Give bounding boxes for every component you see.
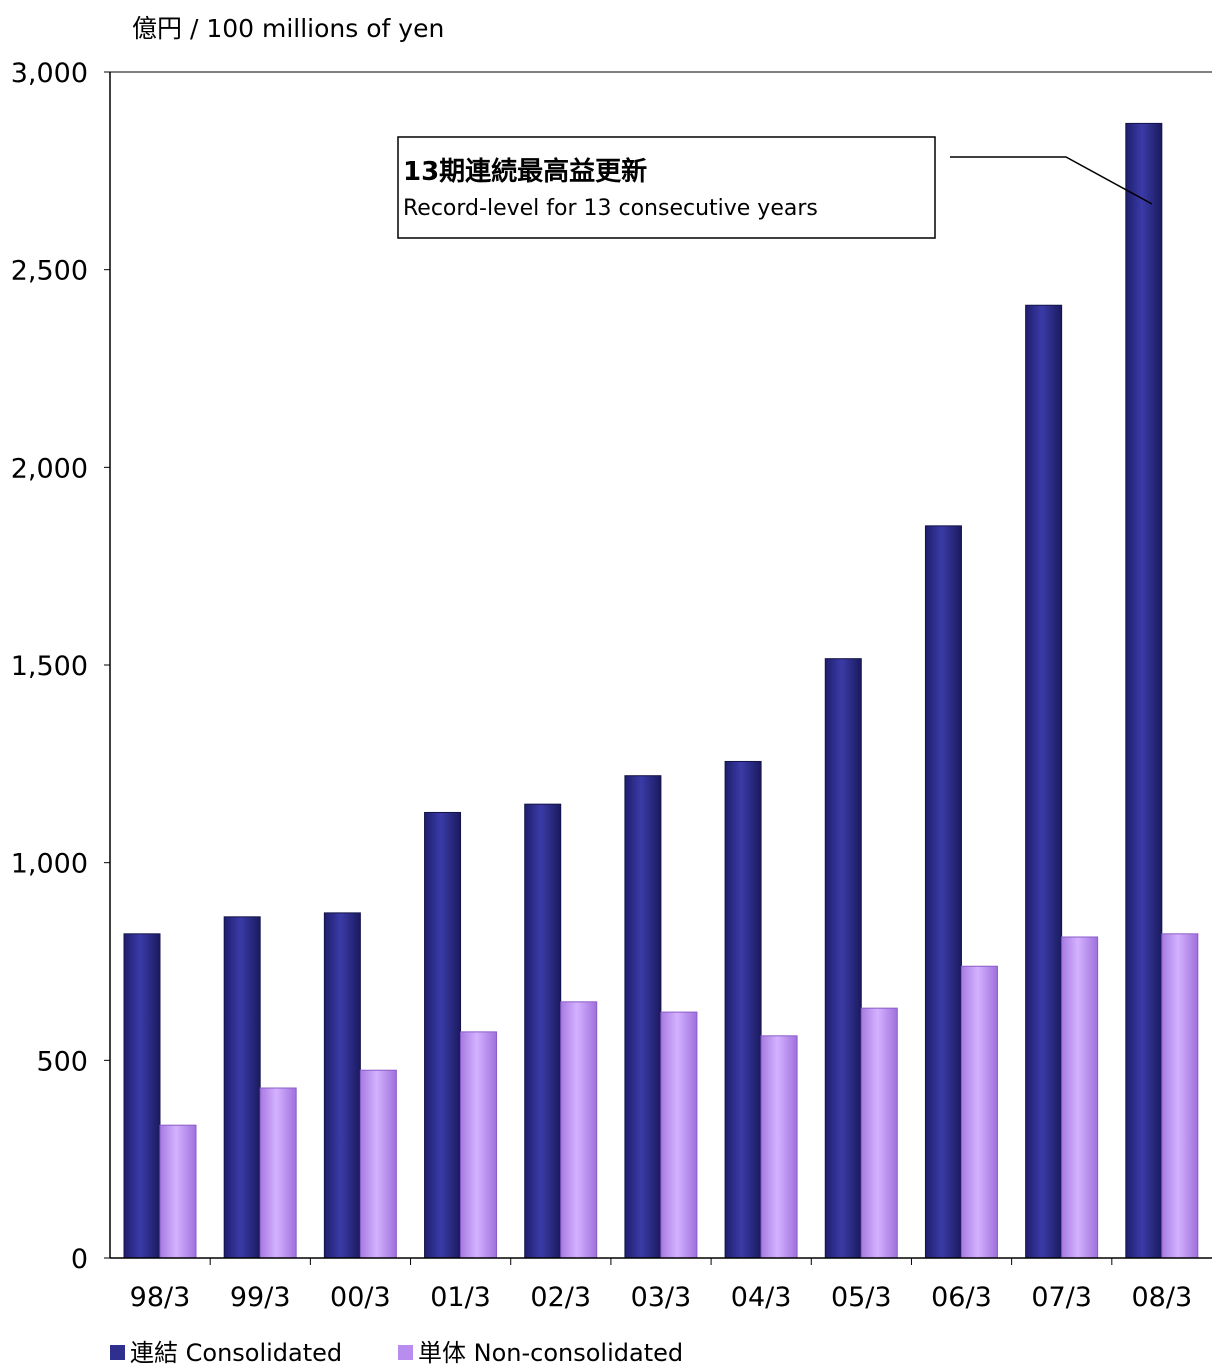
- y-tick-label: 3,000: [11, 58, 88, 89]
- bar-non-consolidated: [259, 1087, 297, 1259]
- annotation-line2: Record-level for 13 consecutive years: [403, 196, 818, 221]
- annotation: 13期連続最高益更新 Record-level for 13 consecuti…: [397, 136, 1153, 239]
- bar-non-consolidated: [860, 1007, 898, 1259]
- x-tick-label: 04/3: [731, 1282, 792, 1313]
- bars-layer: [123, 122, 1199, 1259]
- annotation-leader-line: [950, 156, 1153, 205]
- bar-consolidated: [624, 775, 662, 1259]
- x-tick-label: 02/3: [530, 1282, 591, 1313]
- legend-label-non-consolidated: 単体 Non-consolidated: [418, 1339, 683, 1367]
- y-tick-label: 2,000: [11, 453, 88, 484]
- x-axis-ticks: [209, 1258, 1113, 1265]
- bar-non-consolidated: [1061, 936, 1099, 1259]
- bar-non-consolidated: [159, 1124, 197, 1259]
- y-tick-label: 500: [36, 1046, 88, 1077]
- x-tick-label: 05/3: [831, 1282, 892, 1313]
- y-tick-label: 2,500: [11, 256, 88, 287]
- bar-non-consolidated: [660, 1011, 698, 1259]
- y-tick-label: 0: [71, 1244, 88, 1275]
- annotation-box: [397, 136, 936, 239]
- y-axis-ticks: 0 500 1,000 1,500 2,000 2,500 3,000: [11, 58, 110, 1275]
- bar-consolidated: [424, 811, 462, 1259]
- annotation-line1: 13期連続最高益更新: [403, 156, 647, 187]
- bar-consolidated: [724, 760, 762, 1259]
- bar-consolidated: [1125, 122, 1163, 1259]
- x-tick-label: 99/3: [230, 1282, 291, 1313]
- bar-consolidated: [1025, 304, 1063, 1259]
- x-tick-label: 01/3: [430, 1282, 491, 1313]
- bar-consolidated: [524, 803, 562, 1259]
- y-tick-label: 1,500: [11, 651, 88, 682]
- legend-label-consolidated: 連結 Consolidated: [130, 1339, 342, 1367]
- legend: 連結 Consolidated 単体 Non-consolidated: [110, 1339, 683, 1367]
- y-tick-label: 1,000: [11, 849, 88, 880]
- bar-non-consolidated: [359, 1069, 397, 1259]
- legend-swatch-non-consolidated: [398, 1345, 413, 1360]
- bar-consolidated: [924, 525, 962, 1259]
- legend-swatch-consolidated: [110, 1345, 125, 1360]
- unit-label: 億円 / 100 millions of yen: [132, 14, 444, 43]
- x-tick-label: 08/3: [1131, 1282, 1192, 1313]
- x-axis-labels: 98/3 99/3 00/3 01/3 02/3 03/3 04/3 05/3 06/3 07/3…: [130, 1282, 1192, 1313]
- bar-non-consolidated: [1161, 933, 1199, 1259]
- x-tick-label: 98/3: [130, 1282, 191, 1313]
- bar-consolidated: [323, 912, 361, 1259]
- bar-non-consolidated: [760, 1035, 798, 1259]
- bar-non-consolidated: [560, 1001, 598, 1259]
- x-tick-label: 03/3: [631, 1282, 692, 1313]
- bar-non-consolidated: [460, 1031, 498, 1259]
- bar-consolidated: [123, 933, 161, 1259]
- bar-consolidated: [824, 658, 862, 1259]
- bar-consolidated: [223, 916, 261, 1259]
- bar-non-consolidated: [960, 965, 998, 1259]
- x-tick-label: 06/3: [931, 1282, 992, 1313]
- x-tick-label: 07/3: [1031, 1282, 1092, 1313]
- x-tick-label: 00/3: [330, 1282, 391, 1313]
